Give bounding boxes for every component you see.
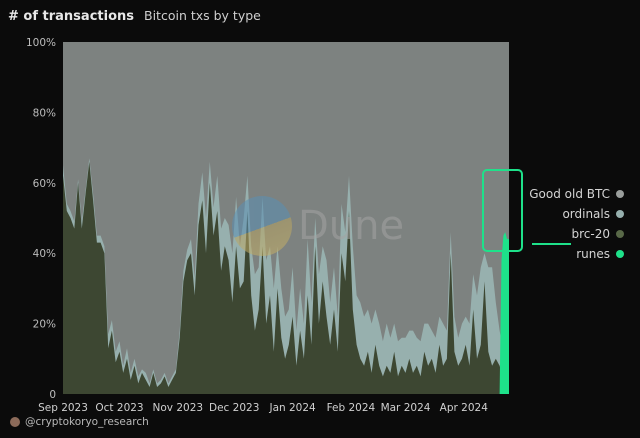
x-tick-label: Dec 2023 [209,402,259,414]
y-tick-label: 20% [33,319,56,331]
legend-label: brc-20 [571,227,610,241]
dune-logo-icon [232,196,292,256]
legend-label: Good old BTC [529,187,610,201]
series-ordinals [63,158,508,394]
y-tick-label: 100% [26,37,56,49]
x-tick-label: Oct 2023 [95,402,143,414]
legend-label: runes [576,247,610,261]
legend-item-brc-20[interactable]: brc-20 [572,226,624,242]
legend-item-ordinals[interactable]: ordinals [562,206,624,222]
legend-dot-icon [616,190,624,198]
dune-watermark: Dune [232,196,404,256]
x-tick-label: Apr 2024 [440,402,489,414]
legend: Good old BTC ordinals brc-20 runes [529,186,624,262]
author-credit: @cryptokoryo_research [10,416,149,428]
y-tick-label: 0 [49,389,56,401]
chart-header: # of transactions Bitcoin txs by type [8,8,261,24]
legend-item-good-old-btc[interactable]: Good old BTC [529,186,624,202]
x-tick-label: Feb 2024 [327,402,376,414]
dune-watermark-text: Dune [298,203,405,249]
y-axis: 0 20% 40% 60% 80% 100% [26,37,56,401]
x-tick-label: Mar 2024 [381,402,431,414]
legend-item-runes[interactable]: runes [576,246,624,262]
runes-highlight-box [482,169,523,252]
legend-dot-icon [616,230,624,238]
x-tick-label: Nov 2023 [153,402,204,414]
y-tick-label: 60% [33,178,56,190]
y-tick-label: 80% [33,107,56,119]
chart-subtitle: Bitcoin txs by type [144,8,261,23]
series-brc-20 [63,161,508,394]
legend-dot-icon [616,250,624,258]
runes-highlight [482,169,571,252]
legend-dot-icon [616,210,624,218]
x-tick-label: Jan 2024 [268,402,316,414]
chart-title: # of transactions [8,9,134,24]
avatar-icon [10,417,20,427]
y-tick-label: 40% [33,248,56,260]
x-tick-label: Sep 2023 [38,402,88,414]
legend-label: ordinals [562,207,610,221]
x-axis: Sep 2023 Oct 2023 Nov 2023 Dec 2023 Jan 2024… [38,402,488,414]
author-handle: @cryptokoryo_research [25,416,149,428]
